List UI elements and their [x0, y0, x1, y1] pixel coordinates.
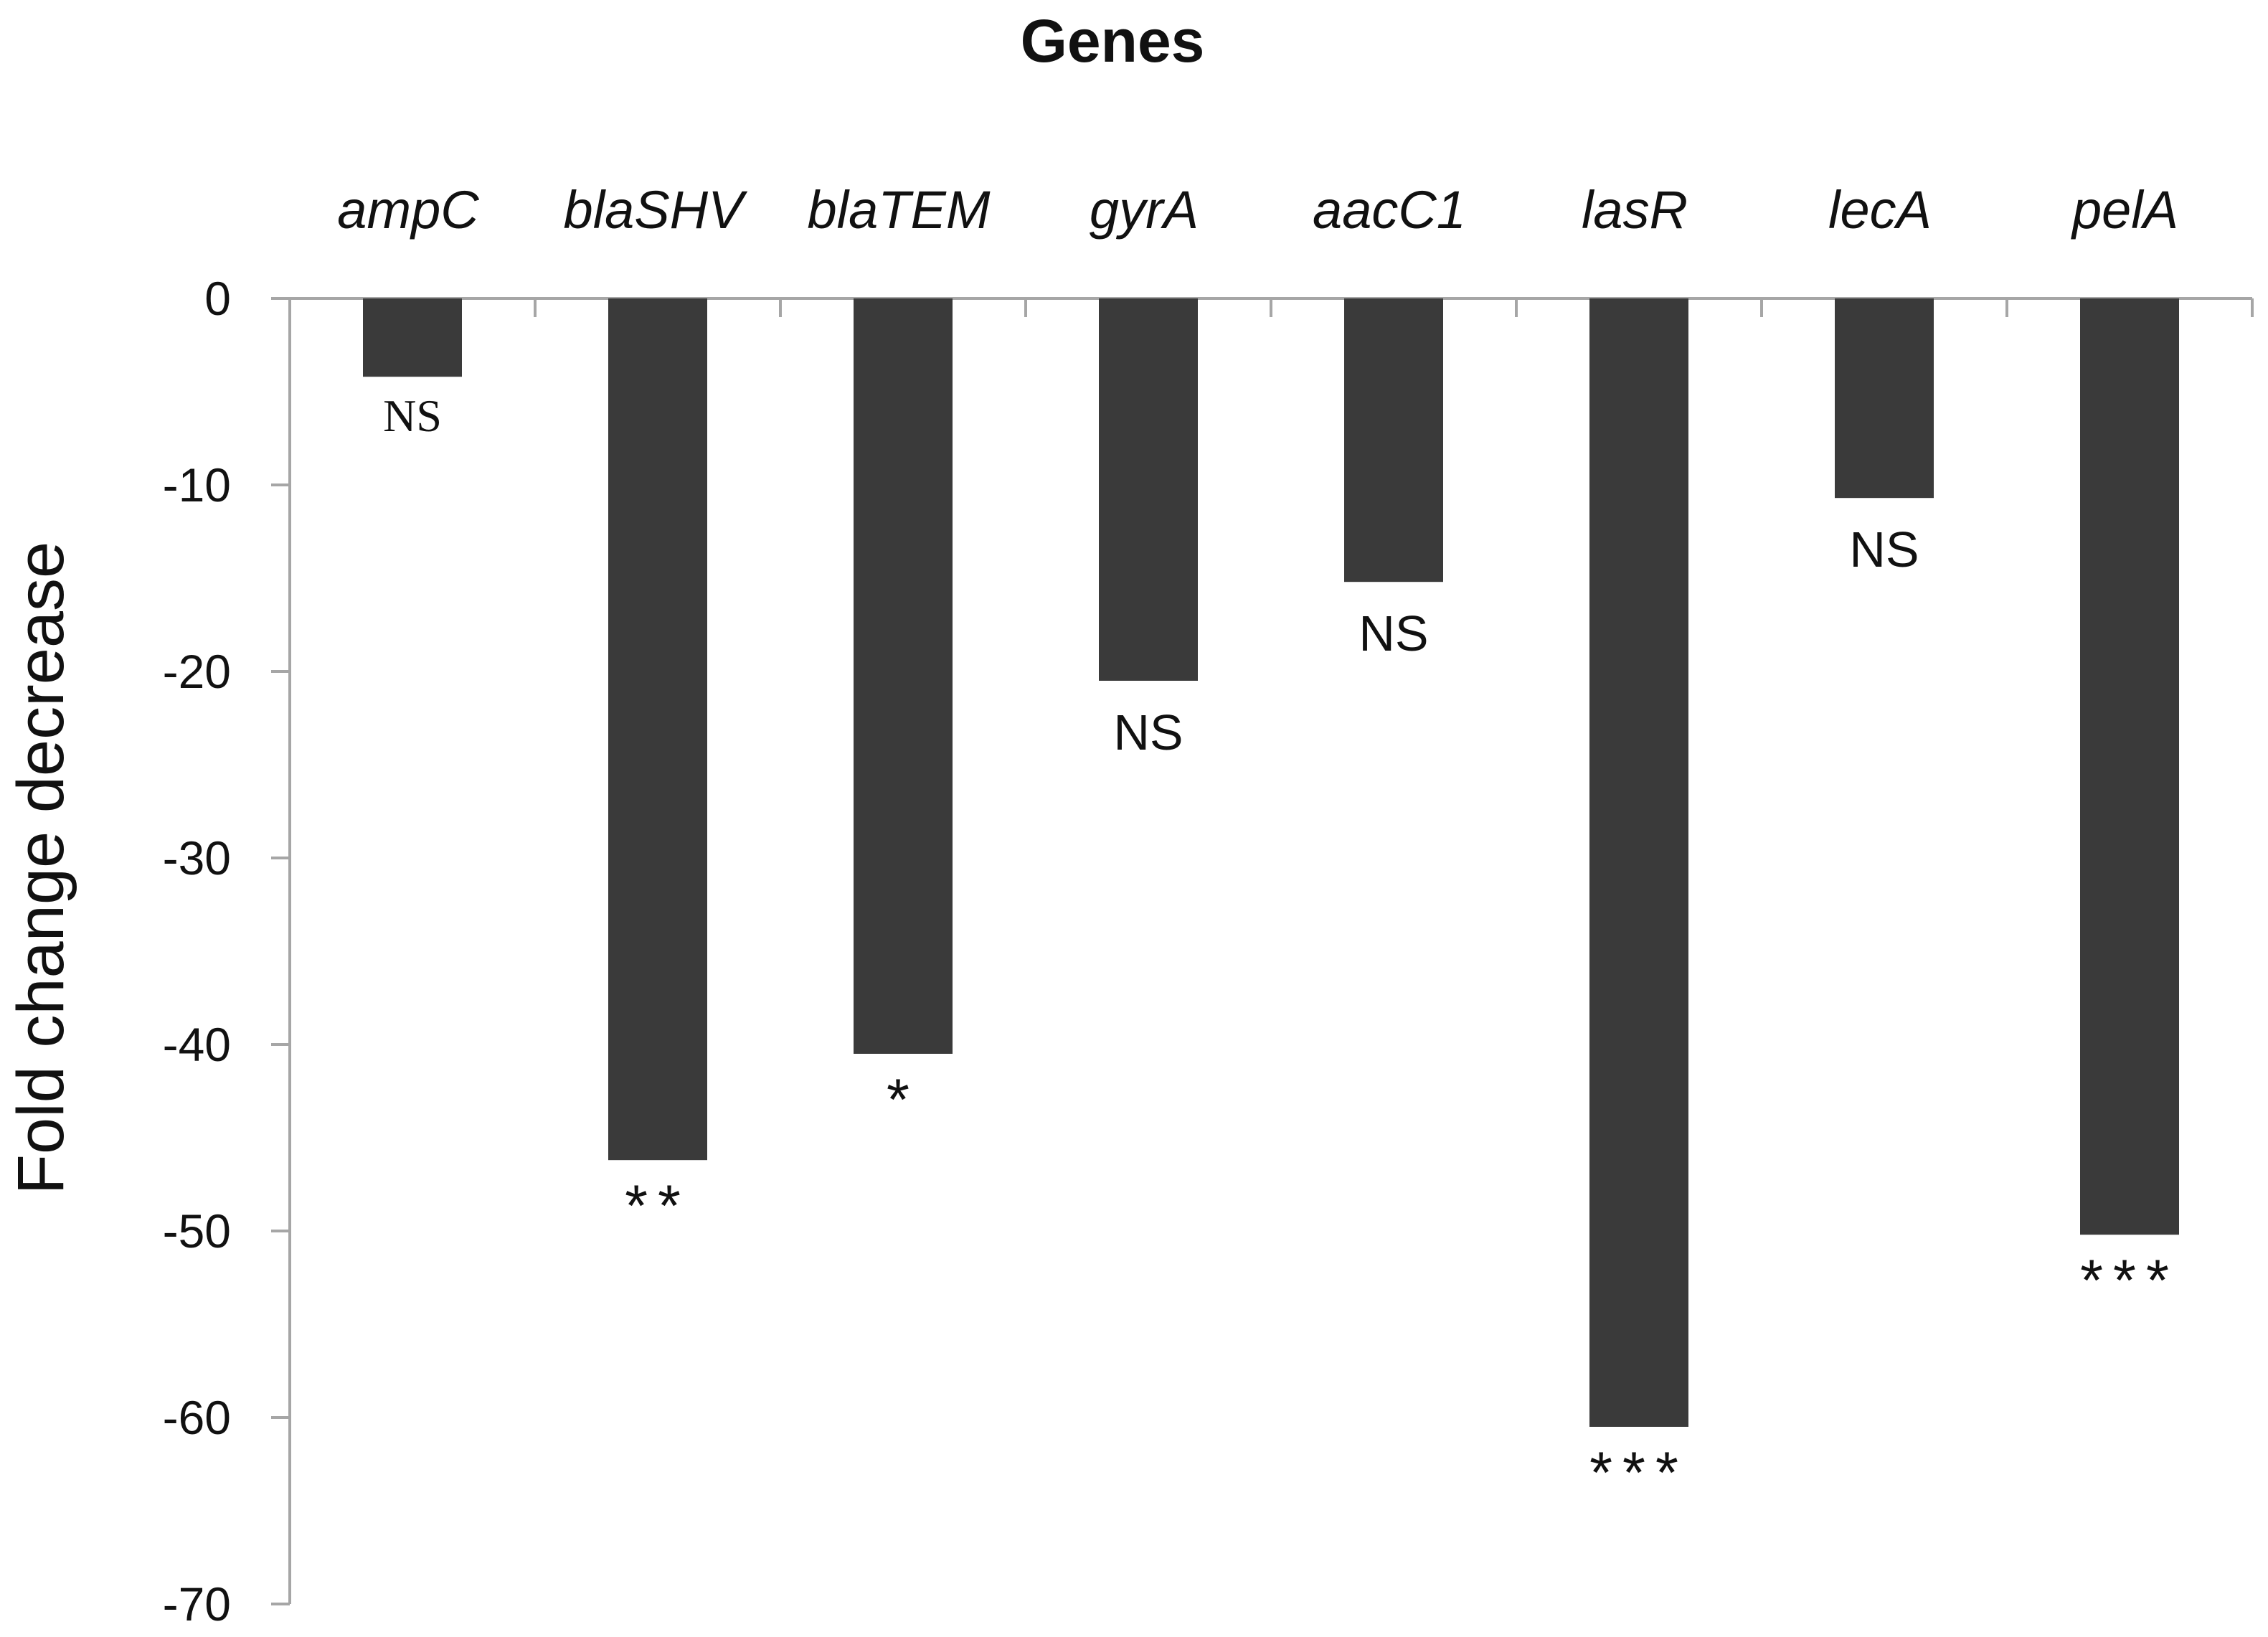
category-label: aacC1	[1313, 180, 1466, 240]
y-tick-label: -60	[163, 1391, 231, 1444]
significance-label: **	[625, 1174, 691, 1239]
significance-label: ***	[1589, 1440, 1688, 1506]
category-label: gyrA	[1090, 180, 1199, 240]
significance-label: NS	[1849, 522, 1919, 577]
chart-title: Genes	[1021, 7, 1205, 75]
significance-label: ***	[2080, 1248, 2179, 1313]
category-label: lecA	[1828, 180, 1932, 240]
category-label: pelA	[2071, 180, 2178, 240]
bars	[363, 298, 2179, 1427]
bar	[363, 298, 462, 377]
bar	[1835, 298, 1934, 499]
category-label: blaTEM	[808, 180, 991, 240]
y-tick-label: -30	[163, 831, 231, 884]
bar	[2080, 298, 2179, 1235]
bar	[1589, 298, 1688, 1427]
y-tick-label: -10	[163, 458, 231, 511]
y-tick-label: -50	[163, 1204, 231, 1258]
significance-label: NS	[383, 390, 442, 441]
category-label: ampC	[337, 180, 479, 240]
bar	[1099, 298, 1198, 681]
significance-label: NS	[1113, 704, 1183, 760]
category-label: blaSHV	[564, 180, 749, 240]
significance-label: *	[887, 1067, 920, 1133]
bar	[608, 298, 707, 1161]
y-tick-label: -20	[163, 645, 231, 698]
y-tick-label: 0	[204, 272, 231, 325]
y-tick-label: -70	[163, 1577, 231, 1631]
category-label: lasR	[1582, 180, 1688, 240]
significance-label: NS	[1359, 605, 1428, 661]
y-tick-label: -40	[163, 1018, 231, 1071]
axes: 0 -10 -20 -30 -40 -50 -60 -70	[163, 272, 2254, 1631]
bar	[1344, 298, 1443, 582]
y-axis-label: Fold change decrease	[4, 542, 77, 1194]
labels: ampC NS blaSHV ** blaTEM * gyrA NS aacC1 NS lasR **…	[337, 180, 2179, 1506]
bar	[854, 298, 953, 1054]
